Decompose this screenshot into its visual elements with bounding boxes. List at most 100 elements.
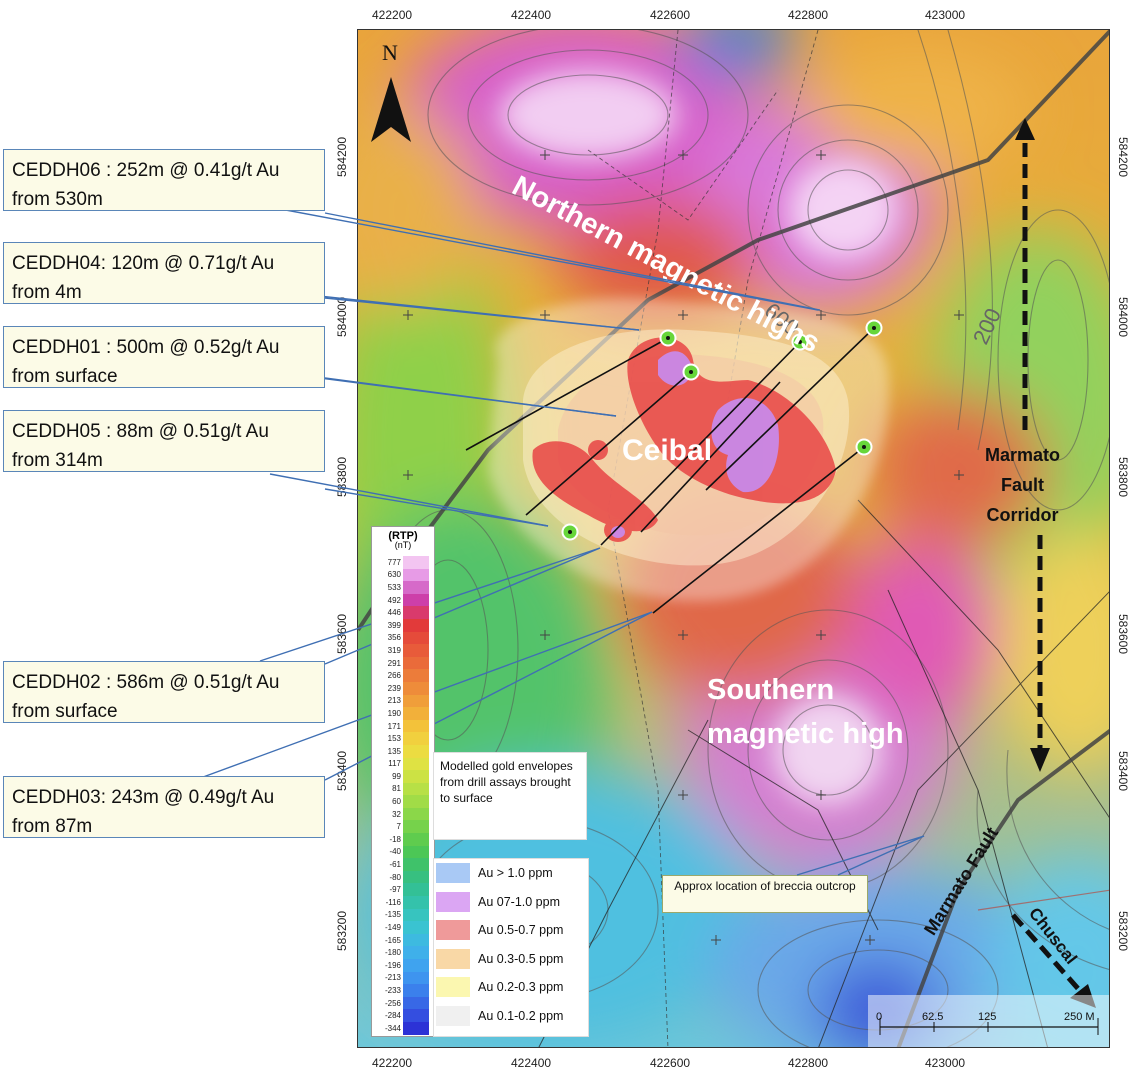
rtp-legend: (RTP) (nT) 777 630 533 492 446 399 356 319 291 26… (371, 526, 435, 1037)
bottom-tick: 422200 (372, 1056, 413, 1070)
rtp-legend-value: 356 (387, 633, 401, 643)
gold-legend-row: Au 07-1.0 ppm (434, 888, 588, 917)
gold-legend-row: Au 0.2-0.3 ppm (434, 973, 588, 1002)
marmato-fault-corridor-label: Marmato Fault Corridor (965, 440, 1080, 530)
rtp-legend-row: 190 (374, 707, 432, 720)
gold-legend-label: Au 0.1-0.2 ppm (478, 1008, 564, 1023)
rtp-legend-value: 399 (387, 620, 401, 630)
scale-tick-62: 62.5 (922, 1011, 943, 1023)
bottom-tick: 423000 (925, 1056, 966, 1070)
drill-collar[interactable] (865, 319, 883, 337)
callout-ceddh04: CEDDH04: 120m @ 0.71g/t Au from 4m (3, 242, 325, 304)
top-tick: 422400 (511, 8, 552, 22)
arrow-up-icon (1015, 118, 1035, 140)
corridor-line-3: Corridor (986, 505, 1059, 525)
north-arrow-icon (371, 77, 411, 142)
rtp-legend-swatch (403, 618, 429, 632)
rtp-legend-value: -116 (385, 897, 401, 907)
rtp-legend-swatch (403, 984, 429, 997)
callout-line-1: CEDDH03: 243m @ 0.49g/t Au (12, 787, 275, 808)
rtp-legend-value: -80 (389, 872, 401, 882)
rtp-legend-swatch (403, 719, 429, 733)
rtp-legend-row: 99 (374, 770, 432, 783)
callout-line-2: from 87m (12, 816, 93, 837)
gold-legend-row: Au 0.3-0.5 ppm (434, 945, 588, 974)
rtp-legend-swatch (403, 946, 429, 959)
rtp-legend-value: 153 (387, 734, 401, 744)
scale-tick-125: 125 (978, 1011, 996, 1023)
rtp-legend-row: 60 (374, 795, 432, 808)
rtp-legend-value: 630 (387, 570, 401, 580)
rtp-legend-value: -61 (389, 860, 401, 870)
drill-collar[interactable] (791, 333, 809, 351)
rtp-legend-swatch (403, 681, 429, 695)
drill-collar[interactable] (561, 523, 579, 541)
gold-legend-label: Au > 1.0 ppm (478, 866, 553, 881)
rtp-legend-swatch (403, 820, 429, 834)
rtp-legend-value: 7 (396, 822, 401, 832)
drill-collar[interactable] (659, 329, 677, 347)
callout-ceddh02: CEDDH02 : 586m @ 0.51g/t Au from surface (3, 661, 325, 723)
gold-legend-description: Modelled gold envelopes from drill assay… (433, 752, 587, 840)
rtp-legend-rows: 777 630 533 492 446 399 356 319 291 266 239 213 190 1… (374, 556, 432, 1035)
rtp-legend-row: -116 (374, 896, 432, 909)
callout-line-2: from surface (12, 366, 118, 387)
rtp-legend-swatch (403, 644, 429, 657)
rtp-legend-value: 492 (387, 595, 401, 605)
rtp-legend-row: -165 (374, 933, 432, 947)
callout-line-2: from 4m (12, 282, 82, 303)
callout-line-1: CEDDH01 : 500m @ 0.52g/t Au (12, 337, 280, 358)
rtp-legend-row: -284 (374, 1009, 432, 1022)
rtp-legend-row: 319 (374, 644, 432, 657)
rtp-legend-value: -344 (384, 1023, 401, 1033)
left-tick: 583800 (335, 456, 350, 498)
rtp-legend-row: -40 (374, 845, 432, 859)
rtp-legend-value: 446 (387, 608, 401, 618)
rtp-legend-value: -284 (384, 1011, 401, 1021)
rtp-legend-swatch (403, 858, 429, 871)
callout-line-1: CEDDH04: 120m @ 0.71g/t Au (12, 253, 275, 274)
rtp-legend-swatch (403, 568, 429, 582)
rtp-legend-row: 533 (374, 581, 432, 594)
rtp-legend-swatch (403, 770, 429, 783)
rtp-legend-swatch (403, 556, 429, 569)
drill-collar[interactable] (855, 438, 873, 456)
rtp-legend-value: -196 (384, 960, 401, 970)
rtp-legend-row: 32 (374, 807, 432, 821)
rtp-legend-value: -213 (384, 973, 401, 983)
rtp-legend-row: -180 (374, 946, 432, 959)
callout-ceddh03: CEDDH03: 243m @ 0.49g/t Au from 87m (3, 776, 325, 838)
right-tick: 583400 (1116, 750, 1131, 792)
drill-collar[interactable] (682, 363, 700, 381)
rtp-legend-swatch (403, 807, 429, 821)
drill-trace-ceddh02 (705, 327, 875, 491)
scale-bar: 0 62.5 125 250 M (868, 995, 1109, 1047)
right-tick: 583200 (1116, 910, 1131, 952)
right-tick: 584000 (1116, 296, 1131, 338)
rtp-legend-value: 533 (387, 582, 401, 592)
right-tick: 583600 (1116, 613, 1131, 655)
drill-trace-ceddh03 (652, 446, 865, 614)
rtp-legend-row: 356 (374, 631, 432, 645)
gold-legend-swatch (436, 948, 470, 969)
rtp-legend-swatch (403, 707, 429, 720)
callout-line-1: CEDDH02 : 586m @ 0.51g/t Au (12, 672, 280, 693)
callout-line-2: from 314m (12, 450, 103, 471)
rtp-legend-value: 171 (387, 721, 401, 731)
gold-legend-row: Au 0.1-0.2 ppm (434, 1002, 588, 1031)
callout-ceddh05: CEDDH05 : 88m @ 0.51g/t Au from 314m (3, 410, 325, 472)
rtp-legend-value: 117 (388, 759, 401, 769)
rtp-legend-value: -18 (389, 834, 401, 844)
callout-line-1: CEDDH06 : 252m @ 0.41g/t Au (12, 160, 280, 181)
gold-legend-label: Au 0.3-0.5 ppm (478, 951, 564, 966)
gold-legend: Au > 1.0 ppm Au 07-1.0 ppm Au 0.5-0.7 ppm A… (433, 858, 589, 1037)
rtp-legend-row: -135 (374, 908, 432, 922)
rtp-legend-value: -233 (384, 985, 401, 995)
rtp-legend-value: -165 (384, 935, 401, 945)
rtp-legend-row: 399 (374, 618, 432, 632)
rtp-legend-swatch (403, 921, 429, 934)
gold-legend-swatch (436, 920, 470, 941)
rtp-legend-value: -149 (384, 923, 401, 933)
rtp-legend-value: 266 (387, 671, 401, 681)
rtp-legend-value: 213 (387, 696, 401, 706)
